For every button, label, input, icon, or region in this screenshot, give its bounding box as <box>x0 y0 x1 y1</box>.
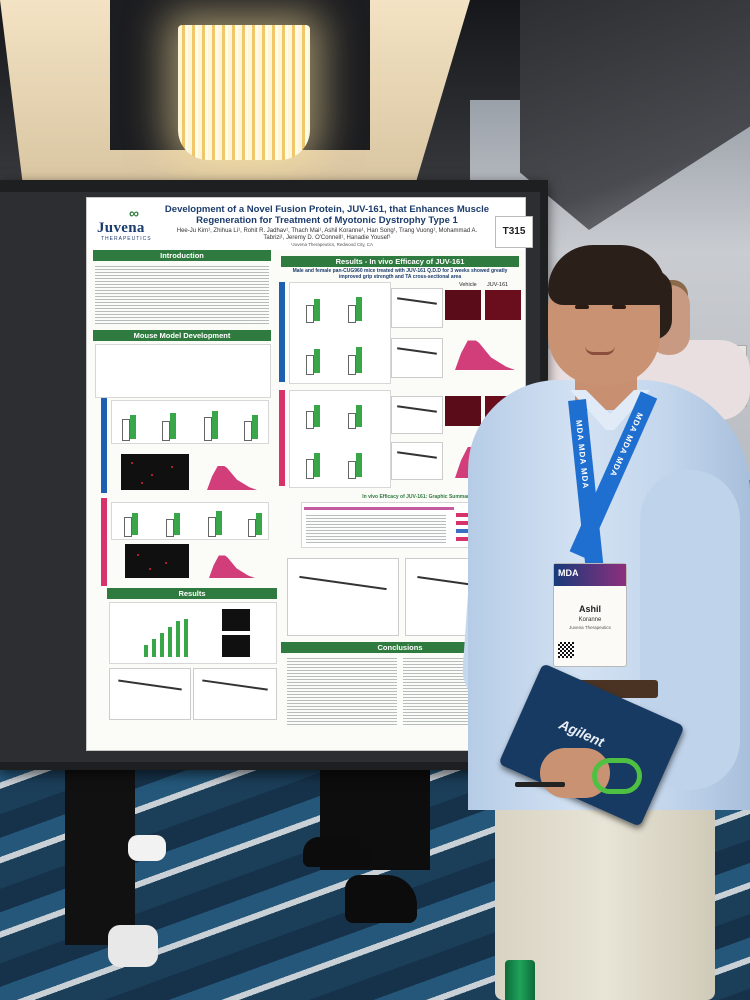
pen <box>515 782 565 787</box>
soda-can <box>505 960 535 1000</box>
person-smile <box>585 346 615 355</box>
females-sidebar <box>279 390 285 486</box>
poster-title: Development of a Novel Fusion Protein, J… <box>164 204 490 226</box>
person-hair <box>548 245 666 305</box>
poster-header: ∞ Juvena THERAPEUTICS Development of a N… <box>87 198 525 250</box>
males-grip-line-plot <box>391 288 443 328</box>
section-conclusions: Conclusions <box>281 642 519 653</box>
females-grip-line-plot <box>391 396 443 434</box>
section-results: Results <box>107 588 277 599</box>
badge-last-name: Koranne <box>578 617 602 623</box>
section-in-vivo: Results - In vivo Efficacy of JUV-161 <box>281 256 519 267</box>
section-mouse-model: Mouse Model Development <box>93 330 271 341</box>
females-sidebar <box>101 498 107 586</box>
conclusions-text <box>287 656 397 726</box>
badge-organization: Juvena Therapeutics <box>569 625 611 630</box>
females-histogram <box>209 552 255 578</box>
poster-logo-sub: THERAPEUTICS <box>101 236 152 242</box>
badge-logo: MDA <box>558 568 579 578</box>
in-vivo-males-bars <box>289 282 391 384</box>
in-vivo-subtitle: Male and female pan-CUG960 mice treated … <box>292 268 508 280</box>
lanyard-text: MDA MDA MDA <box>574 419 591 490</box>
chandelier <box>178 25 310 160</box>
white-sneaker <box>108 925 158 967</box>
qr-code-icon <box>558 642 574 658</box>
notebook-brand: Agilent <box>556 716 607 750</box>
green-wristband <box>592 758 642 794</box>
results-line-plot <box>193 668 277 720</box>
poster-affiliation: ¹Juvena Therapeutics, Redwood City, CA <box>290 242 374 247</box>
white-sneaker <box>128 835 166 861</box>
males-sidebar <box>101 398 107 493</box>
person-left-eye <box>575 305 589 309</box>
males-grip-line-plot <box>391 338 443 378</box>
badge-first-name: Ashil <box>578 604 601 614</box>
males-bar-charts <box>111 400 269 444</box>
person-right-eye <box>612 305 626 309</box>
vehicle-label: Vehicle <box>459 282 477 288</box>
badge-header: MDA <box>554 564 626 586</box>
pk-line-plot <box>287 558 399 636</box>
females-bar-charts <box>111 502 269 540</box>
females-grip-line-plot <box>391 442 443 480</box>
name-badge: MDA Ashil Koranne Juvena Therapeutics <box>553 563 627 667</box>
males-fiber-histogram <box>455 336 515 370</box>
males-sidebar <box>279 282 285 382</box>
males-histogram <box>207 462 257 490</box>
results-figure <box>109 602 277 664</box>
females-microscopy <box>125 544 189 578</box>
visitor-leg <box>65 770 135 945</box>
black-shoe <box>303 837 373 867</box>
juv161-microscopy <box>485 290 521 320</box>
results-line-plot <box>109 668 191 720</box>
board-number-tag: T315 <box>495 216 533 248</box>
research-poster: ∞ Juvena THERAPEUTICS Development of a N… <box>86 197 533 751</box>
juv161-label: JUV-161 <box>487 282 509 288</box>
section-introduction: Introduction <box>93 250 271 261</box>
vehicle-microscopy <box>445 290 481 320</box>
mouse-model-diagram <box>95 344 271 398</box>
males-microscopy <box>121 454 189 490</box>
introduction-text <box>95 264 269 324</box>
in-vivo-females-bars <box>289 390 391 488</box>
juvena-logo-icon: ∞ <box>129 205 139 221</box>
summary-title: In vivo Efficacy of JUV-161: Graphic Sum… <box>362 494 472 500</box>
poster-logo-name: Juvena <box>97 220 145 236</box>
poster-authors: Hee-Ju Kim¹, Zhihua Li¹, Rohit R. Jadhav… <box>176 228 478 241</box>
vehicle-microscopy <box>445 396 481 426</box>
black-shoe <box>345 875 417 923</box>
